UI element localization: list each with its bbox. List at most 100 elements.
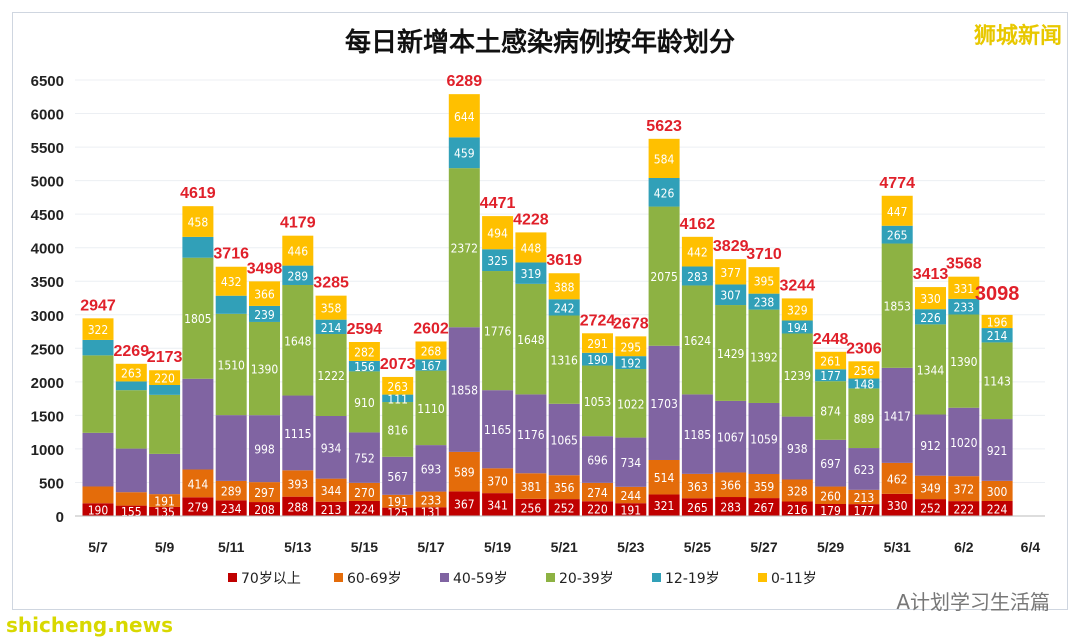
- x-tick-label: 5/31: [884, 539, 911, 555]
- segment-label: 194: [787, 321, 808, 335]
- bar-segment: [948, 298, 980, 315]
- segment-label: 213: [854, 491, 875, 505]
- segment-label: 381: [521, 480, 542, 494]
- segment-label: 179: [820, 504, 841, 518]
- segment-label: 1053: [584, 395, 611, 409]
- segment-label: 393: [287, 478, 308, 492]
- y-tick-label: 4500: [31, 207, 64, 224]
- bar-segment: [582, 365, 613, 437]
- bar-segment: [249, 482, 280, 503]
- bar-segment: [82, 432, 114, 487]
- chart-title: 每日新增本土感染病例按年龄划分: [344, 28, 735, 58]
- y-tick-label: 0: [56, 509, 64, 526]
- y-tick-label: 2000: [31, 375, 64, 392]
- segment-label: 1143: [983, 375, 1010, 389]
- bar-segment: [582, 501, 613, 516]
- segment-label: 1110: [417, 402, 445, 416]
- segment-label: 244: [620, 489, 641, 503]
- y-tick-label: 5000: [31, 174, 64, 191]
- bar-segment: [115, 505, 147, 516]
- bar-segment: [748, 309, 780, 403]
- bar-segment: [748, 267, 780, 294]
- bar-segment: [948, 501, 980, 516]
- bar-segment: [448, 168, 480, 328]
- bar-segment: [315, 334, 347, 416]
- bar-segment: [115, 390, 147, 449]
- x-tick-label: 5/23: [617, 539, 644, 555]
- bar-segment: [282, 470, 314, 497]
- segment-label: 283: [720, 501, 741, 515]
- bar-segment: [182, 236, 214, 258]
- bar-segment: [182, 497, 214, 516]
- bar-segment: [748, 293, 780, 310]
- bar-segment: [815, 439, 847, 487]
- bar-segment: [548, 475, 580, 500]
- bar-segment: [548, 299, 580, 316]
- bar-segment: [282, 496, 314, 516]
- bar-segment: [448, 491, 480, 516]
- bar-segment: [149, 384, 181, 395]
- segment-label: 1344: [917, 363, 945, 377]
- bar-segment: [781, 479, 813, 502]
- segment-label: 1776: [484, 325, 512, 339]
- segment-label: 1390: [251, 363, 279, 377]
- y-tick-label: 3500: [31, 274, 64, 291]
- bar-segment: [382, 394, 414, 403]
- bar-segment: [815, 486, 847, 504]
- bar-segment: [348, 500, 380, 516]
- bar-segment: [548, 315, 580, 404]
- total-label: 4619: [180, 185, 216, 202]
- segment-label: 1022: [617, 397, 644, 411]
- bar-segment: [215, 266, 247, 296]
- bar-segment: [848, 388, 880, 449]
- segment-label: 155: [121, 505, 142, 519]
- segment-label: 462: [887, 472, 908, 486]
- segment-label: 414: [188, 477, 209, 491]
- segment-label: 331: [953, 282, 974, 296]
- legend-swatch: [758, 573, 767, 582]
- segment-label: 494: [487, 227, 508, 241]
- bar-segment: [615, 503, 647, 516]
- segment-label: 191: [387, 495, 408, 509]
- total-label: 2306: [846, 340, 882, 357]
- bar-segment: [115, 448, 147, 493]
- segment-label: 567: [387, 470, 408, 484]
- bar-segment: [781, 416, 813, 480]
- x-tick-label: 5/9: [155, 539, 175, 555]
- segment-label: 289: [287, 269, 308, 283]
- segment-label: 344: [321, 484, 342, 498]
- total-label: 3413: [913, 266, 949, 283]
- segment-label: 297: [254, 486, 275, 500]
- site-watermark: shicheng.news: [6, 613, 173, 637]
- segment-label: 447: [887, 205, 908, 219]
- bar-segment: [815, 503, 847, 516]
- segment-label: 1805: [184, 312, 211, 326]
- bar-segment: [448, 327, 480, 452]
- bar-segment: [249, 305, 280, 322]
- segment-label: 177: [854, 504, 875, 518]
- segment-label: 644: [454, 110, 475, 124]
- total-label: 2173: [147, 349, 183, 366]
- bar-segment: [881, 243, 913, 368]
- bar-segment: [282, 284, 314, 396]
- bar-segment: [648, 345, 680, 460]
- segment-label: 589: [454, 466, 475, 480]
- y-tick-label: 2500: [31, 341, 64, 358]
- bar-segment: [149, 453, 181, 495]
- x-tick-label: 5/29: [817, 539, 844, 555]
- total-label: 2947: [80, 297, 116, 314]
- segment-label: 432: [221, 275, 242, 289]
- segment-label: 388: [554, 280, 575, 294]
- segment-label: 329: [787, 303, 808, 317]
- segment-label: 330: [887, 499, 908, 513]
- bar-segment: [382, 376, 414, 395]
- bar-segment: [515, 262, 547, 284]
- segment-label: 1510: [217, 358, 245, 372]
- bar-segment: [715, 284, 747, 306]
- x-tick-label: 5/21: [551, 539, 578, 555]
- segment-label: 1429: [717, 347, 745, 361]
- segment-label: 1624: [684, 334, 712, 348]
- segment-label: 377: [720, 266, 741, 280]
- bar-segment: [848, 361, 880, 379]
